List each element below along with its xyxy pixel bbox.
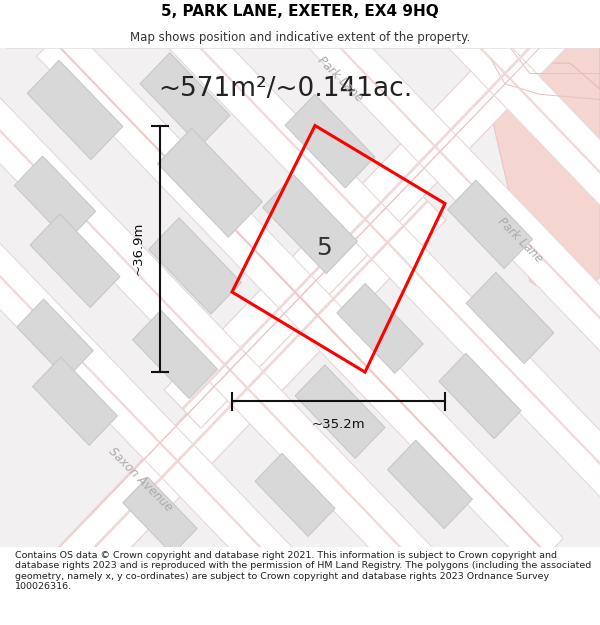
Polygon shape (149, 217, 241, 314)
Polygon shape (262, 0, 600, 337)
Polygon shape (164, 0, 600, 428)
Polygon shape (27, 60, 123, 159)
Polygon shape (0, 169, 424, 625)
Polygon shape (448, 180, 532, 269)
Polygon shape (439, 353, 521, 439)
Polygon shape (107, 0, 600, 498)
Polygon shape (14, 156, 95, 241)
Text: Park Lane: Park Lane (315, 54, 365, 104)
Polygon shape (182, 0, 600, 410)
Text: Park Lane: Park Lane (495, 215, 545, 265)
Polygon shape (295, 365, 385, 458)
Polygon shape (52, 39, 548, 555)
Polygon shape (0, 200, 428, 625)
Polygon shape (176, 0, 600, 426)
Polygon shape (263, 175, 358, 274)
Polygon shape (285, 94, 375, 188)
Polygon shape (247, 0, 600, 352)
Text: Map shows position and indicative extent of the property.: Map shows position and indicative extent… (130, 31, 470, 44)
Polygon shape (17, 299, 93, 379)
Polygon shape (337, 284, 423, 373)
Text: Contains OS data © Crown copyright and database right 2021. This information is : Contains OS data © Crown copyright and d… (15, 551, 591, 591)
Polygon shape (140, 52, 230, 146)
Polygon shape (122, 0, 600, 482)
Text: 5: 5 (316, 236, 332, 260)
Text: 5, PARK LANE, EXETER, EX4 9HQ: 5, PARK LANE, EXETER, EX4 9HQ (161, 4, 439, 19)
Polygon shape (32, 357, 118, 446)
Polygon shape (133, 310, 217, 399)
Polygon shape (158, 128, 262, 237)
Text: ~571m²/~0.141ac.: ~571m²/~0.141ac. (158, 76, 412, 102)
Polygon shape (37, 23, 563, 571)
Polygon shape (123, 477, 197, 554)
Polygon shape (0, 112, 478, 625)
Polygon shape (0, 96, 493, 625)
Text: Saxon Avenue: Saxon Avenue (106, 445, 175, 514)
Polygon shape (30, 214, 120, 308)
Polygon shape (466, 272, 554, 364)
Polygon shape (255, 453, 335, 536)
Polygon shape (0, 182, 446, 625)
Polygon shape (0, 185, 408, 625)
Polygon shape (480, 48, 600, 308)
Polygon shape (480, 48, 600, 89)
Polygon shape (192, 0, 600, 409)
Text: ~36.9m: ~36.9m (131, 222, 145, 276)
Text: ~35.2m: ~35.2m (311, 418, 365, 431)
Polygon shape (388, 441, 472, 529)
